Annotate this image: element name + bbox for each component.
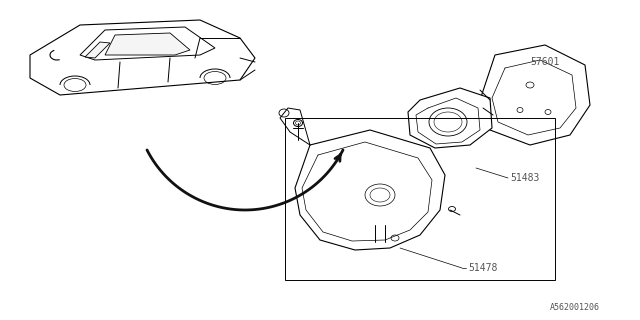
Polygon shape — [295, 130, 445, 250]
Polygon shape — [408, 88, 492, 148]
Polygon shape — [80, 27, 215, 60]
Text: 51483: 51483 — [510, 173, 540, 183]
Bar — [285, 118, 555, 280]
Text: A562001206: A562001206 — [550, 303, 600, 313]
Text: 51478: 51478 — [468, 263, 497, 273]
Polygon shape — [105, 33, 190, 55]
Polygon shape — [480, 45, 590, 145]
Polygon shape — [30, 20, 255, 95]
Text: 57601: 57601 — [530, 57, 559, 67]
Polygon shape — [85, 42, 110, 58]
